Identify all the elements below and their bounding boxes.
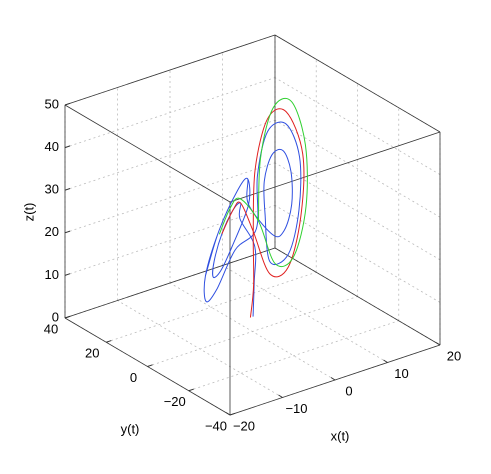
trajectory xyxy=(218,97,308,268)
z-tick-label: 50 xyxy=(45,96,59,111)
box-edge xyxy=(64,34,276,106)
z-tick xyxy=(64,145,71,149)
x-tick-label: 0 xyxy=(345,383,352,398)
box-edge xyxy=(64,247,276,319)
box-edge xyxy=(229,131,441,203)
z-tick-label: 0 xyxy=(52,309,59,324)
y-tick-label: 0 xyxy=(130,370,137,385)
x-tick xyxy=(330,377,336,381)
z-tick-label: 10 xyxy=(45,267,59,282)
x-axis-label: x(t) xyxy=(331,428,350,443)
x-tick-label: 10 xyxy=(394,366,408,381)
x-tick xyxy=(435,342,441,346)
z-tick xyxy=(64,102,71,106)
grid-line xyxy=(274,162,441,261)
y-tick-label: 20 xyxy=(85,346,99,361)
y-tick-label: −40 xyxy=(205,418,227,433)
z-tick xyxy=(64,273,71,276)
z-tick xyxy=(64,188,71,191)
x-tick-label: 20 xyxy=(447,348,461,363)
z-tick xyxy=(64,315,71,319)
box-edge xyxy=(64,104,231,203)
grid-line xyxy=(64,77,276,148)
y-tick-label: 40 xyxy=(44,321,58,336)
box-edge xyxy=(274,34,441,133)
grid-line xyxy=(64,119,276,191)
trajectory xyxy=(203,121,302,317)
z-tick-label: 30 xyxy=(45,182,59,197)
y-tick xyxy=(229,412,236,416)
z-tick-label: 20 xyxy=(45,224,59,239)
y-axis-label: y(t) xyxy=(121,421,140,436)
y-tick xyxy=(106,340,112,343)
x-tick-label: −10 xyxy=(285,401,307,416)
grid-line xyxy=(188,320,399,392)
x-tick xyxy=(383,359,388,363)
grid-line xyxy=(274,205,441,303)
grid-line xyxy=(64,205,276,276)
y-tick xyxy=(188,388,194,392)
grid-line xyxy=(147,296,358,367)
x-tick xyxy=(278,394,283,398)
trajectory xyxy=(221,108,305,318)
grid-line xyxy=(274,119,441,218)
grid-line xyxy=(274,77,441,175)
y-tick xyxy=(147,364,153,367)
y-tick-label: −20 xyxy=(164,394,186,409)
z-tick-label: 40 xyxy=(45,139,59,154)
z-axis-label: z(t) xyxy=(21,203,36,222)
x-tick-label: −20 xyxy=(233,418,255,433)
box-edge xyxy=(274,247,441,346)
z-tick xyxy=(64,230,71,234)
grid-line xyxy=(106,271,317,343)
x-tick xyxy=(225,412,231,416)
grid-line xyxy=(64,162,276,234)
